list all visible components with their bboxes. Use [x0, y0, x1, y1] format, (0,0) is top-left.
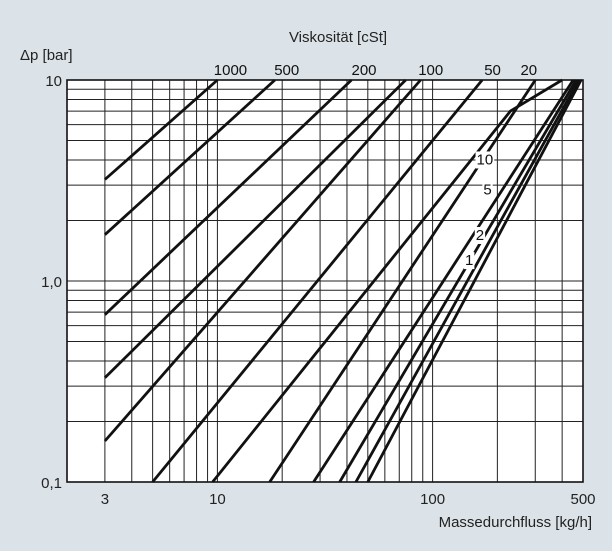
label-halo [474, 226, 486, 244]
viscosity-label: 200 [351, 62, 376, 79]
series-line [103, 78, 219, 181]
top-axis-title: Viskosität [cSt] [289, 29, 387, 46]
label-halo [464, 252, 475, 270]
viscosity-inline-label: 10 [477, 151, 494, 168]
y-tick-label: 10 [45, 73, 62, 90]
series-line [312, 79, 575, 483]
series-line [268, 79, 537, 483]
viscosity-inline-label: 5 [483, 181, 491, 198]
label-halo [475, 151, 495, 169]
y-axis-title: Δp [bar] [20, 47, 73, 64]
series-line [366, 79, 583, 483]
series-line [103, 78, 276, 236]
y-tick-label: 1,0 [41, 274, 62, 291]
plot-frame [66, 79, 584, 483]
x-tick-label: 500 [570, 491, 595, 508]
labels: 3 10 100 500 0,1 1,0 10 1000 500 200 100 50 20 10 5 21 [41, 62, 595, 508]
viscosity-label: 500 [274, 62, 299, 79]
series-line [338, 79, 578, 483]
viscosity-label: 50 [484, 62, 501, 79]
series-line [103, 78, 353, 316]
viscosity-inline-label: 2 [476, 227, 484, 244]
viscosity-inline-label: 1 [465, 252, 473, 269]
grid [66, 79, 584, 483]
series-line [211, 78, 563, 483]
x-tick-label: 3 [101, 491, 109, 508]
y-tick-label: 0,1 [41, 475, 62, 492]
series-line [103, 79, 407, 379]
series-lines [103, 78, 583, 483]
viscosity-label: 20 [520, 62, 537, 79]
x-axis-title: Massedurchfluss [kg/h] [439, 514, 592, 531]
x-tick-label: 100 [420, 491, 445, 508]
series-line [354, 79, 581, 483]
label-halo [482, 181, 493, 199]
series-line [103, 79, 422, 442]
series-line [151, 79, 484, 483]
x-tick-label: 10 [209, 491, 226, 508]
viscosity-label: 1000 [214, 62, 247, 79]
viscosity-label: 100 [418, 62, 443, 79]
